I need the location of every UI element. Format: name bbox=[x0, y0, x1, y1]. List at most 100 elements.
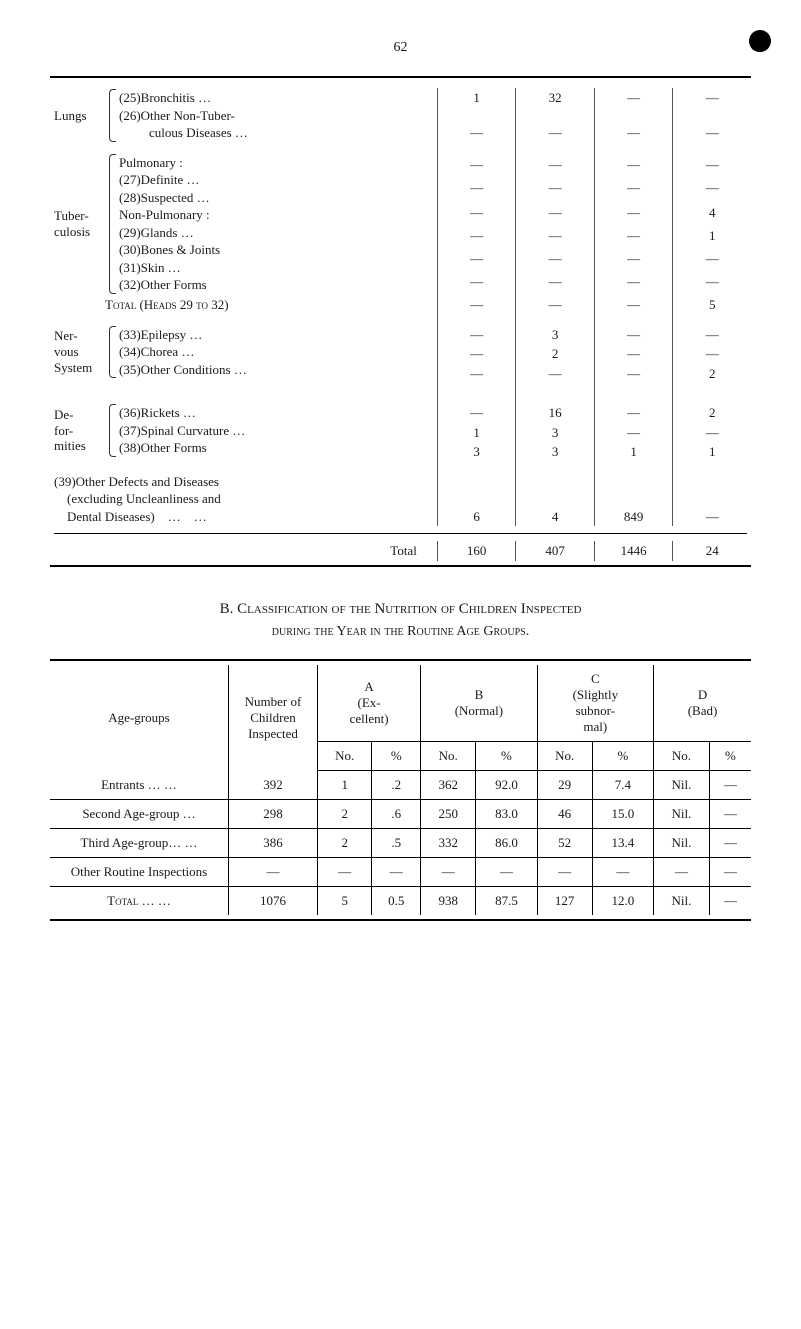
title-line: during the Year in the Routine Age Group… bbox=[272, 624, 529, 639]
cell: 2 bbox=[318, 828, 372, 857]
cell: — bbox=[709, 799, 751, 828]
cell: — bbox=[594, 115, 673, 142]
cell: Second Age-group … bbox=[50, 799, 229, 828]
table-row-total: Total … … 1076 5 0.5 938 87.5 127 12.0 N… bbox=[50, 886, 751, 915]
total-label: Total bbox=[50, 541, 437, 561]
cell: .6 bbox=[372, 799, 421, 828]
cell: — bbox=[594, 272, 673, 295]
brace-icon bbox=[109, 404, 116, 457]
item-desc: Pulmonary : bbox=[119, 154, 433, 172]
cell: 5 bbox=[673, 295, 751, 315]
rule-thick bbox=[50, 565, 751, 567]
cell: — bbox=[229, 857, 318, 886]
item-desc: (35)Other Conditions … bbox=[119, 361, 433, 379]
cell: 2 bbox=[673, 364, 751, 384]
cell: — bbox=[673, 88, 751, 115]
cell: — bbox=[594, 155, 673, 178]
cell: — bbox=[673, 325, 751, 345]
cell: — bbox=[437, 178, 516, 201]
item-desc: (29)Glands … bbox=[119, 224, 433, 242]
cell: — bbox=[673, 472, 751, 527]
item-desc: (28)Suspected … bbox=[119, 189, 433, 207]
cell: 1 bbox=[318, 770, 372, 799]
cell: 2 bbox=[516, 344, 595, 364]
item-desc: (27)Definite … bbox=[119, 171, 433, 189]
cell: — bbox=[372, 857, 421, 886]
cell: 13.4 bbox=[592, 828, 653, 857]
group-label-tuberculosis: Tuber-culosis bbox=[54, 208, 109, 239]
cell: — bbox=[673, 178, 751, 201]
cell: Nil. bbox=[654, 886, 710, 915]
cell: 15.0 bbox=[592, 799, 653, 828]
cell: Nil. bbox=[654, 828, 710, 857]
cell: 46 bbox=[537, 799, 592, 828]
item-desc: Non-Pulmonary : bbox=[119, 206, 433, 224]
sub-header: % bbox=[709, 741, 751, 770]
cell: 2 bbox=[673, 403, 751, 423]
cell: — bbox=[437, 403, 516, 423]
rule-thick bbox=[50, 919, 751, 921]
brace-icon bbox=[109, 326, 116, 379]
item-desc: (30)Bones & Joints bbox=[119, 241, 433, 259]
sub-header: % bbox=[372, 741, 421, 770]
col-header: D(Bad) bbox=[654, 665, 751, 742]
sub-header: No. bbox=[654, 741, 710, 770]
item-desc: (36)Rickets … bbox=[119, 404, 433, 422]
cell: — bbox=[437, 249, 516, 272]
cell: Entrants … … bbox=[50, 770, 229, 799]
group-label-lungs: Lungs bbox=[54, 108, 109, 124]
cell: — bbox=[594, 325, 673, 345]
item-desc: (31)Skin … bbox=[119, 259, 433, 277]
cell: 250 bbox=[421, 799, 476, 828]
cell: 4 bbox=[673, 203, 751, 226]
cell: 86.0 bbox=[476, 828, 537, 857]
item-desc: (33)Epilepsy … bbox=[119, 326, 433, 344]
col-header: Number ofChildrenInspected bbox=[229, 665, 318, 771]
page-number: 62 bbox=[50, 40, 751, 56]
cell: — bbox=[476, 857, 537, 886]
cell: 29 bbox=[537, 770, 592, 799]
col-header: A(Ex-cellent) bbox=[318, 665, 421, 742]
cell: Nil. bbox=[654, 799, 710, 828]
cell: 83.0 bbox=[476, 799, 537, 828]
cell: — bbox=[437, 325, 516, 345]
cell: — bbox=[516, 364, 595, 384]
rule bbox=[54, 533, 747, 534]
cell: 12.0 bbox=[592, 886, 653, 915]
col-header: C(Slightlysubnor-mal) bbox=[537, 665, 653, 742]
cell: Other Routine Inspections bbox=[50, 857, 229, 886]
cell: — bbox=[516, 272, 595, 295]
cell: — bbox=[437, 155, 516, 178]
sub-header: No. bbox=[318, 741, 372, 770]
rule-thick bbox=[50, 659, 751, 661]
cell: 16 bbox=[516, 403, 595, 423]
title-line: B. Classification of the Nutrition of Ch… bbox=[220, 601, 582, 617]
brace-icon bbox=[109, 89, 116, 142]
item-desc: culous Diseases … bbox=[119, 124, 433, 142]
col-header: Age-groups bbox=[50, 665, 229, 771]
cell: — bbox=[437, 226, 516, 249]
cell: 32 bbox=[516, 88, 595, 115]
cell: Total … … bbox=[50, 886, 229, 915]
group-label-nervous: Ner-vousSystem bbox=[54, 328, 109, 375]
cell: 3 bbox=[516, 423, 595, 443]
group-label-deformities: De-for-mities bbox=[54, 407, 109, 454]
cell: .2 bbox=[372, 770, 421, 799]
cell: 332 bbox=[421, 828, 476, 857]
sub-header: No. bbox=[421, 741, 476, 770]
cell: — bbox=[594, 88, 673, 115]
col-header: B(Normal) bbox=[421, 665, 537, 742]
sub-header: % bbox=[476, 741, 537, 770]
cell: 1 bbox=[594, 442, 673, 462]
item-desc: (26)Other Non-Tuber- bbox=[119, 107, 433, 125]
cell: — bbox=[673, 423, 751, 443]
table-row: Other Routine Inspections — — — — — — — … bbox=[50, 857, 751, 886]
cell: Nil. bbox=[654, 770, 710, 799]
cell: 3 bbox=[516, 442, 595, 462]
cell: — bbox=[594, 364, 673, 384]
cell: — bbox=[654, 857, 710, 886]
cell: 3 bbox=[437, 442, 516, 462]
cell: 1 bbox=[673, 226, 751, 249]
cell: — bbox=[437, 115, 516, 142]
cell: 362 bbox=[421, 770, 476, 799]
